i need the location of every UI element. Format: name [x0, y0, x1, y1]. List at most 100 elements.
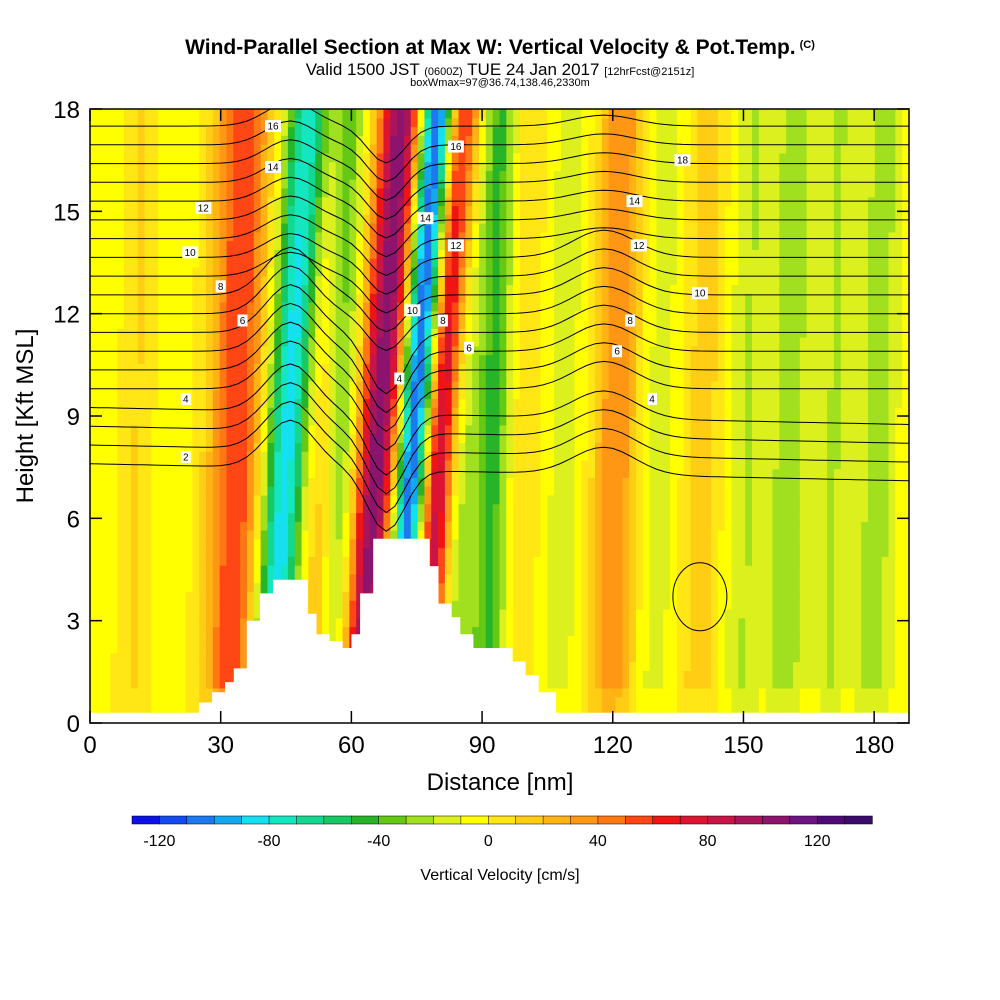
velocity-cell [199, 240, 207, 250]
velocity-cell [178, 652, 187, 663]
velocity-cell [458, 591, 466, 601]
velocity-cell [233, 556, 241, 566]
velocity-cell [240, 573, 248, 584]
velocity-cell [226, 530, 234, 540]
velocity-cell [533, 109, 542, 119]
velocity-cell [363, 372, 371, 382]
velocity-cell [246, 170, 255, 180]
velocity-cell [451, 126, 460, 136]
velocity-cell [171, 275, 180, 286]
velocity-cell [274, 284, 282, 294]
velocity-cell [171, 635, 180, 645]
velocity-cell [212, 573, 221, 584]
velocity-cell [233, 644, 241, 654]
velocity-cell [472, 416, 480, 426]
velocity-cell [533, 530, 542, 540]
velocity-cell [506, 187, 514, 198]
velocity-cell [90, 608, 98, 619]
velocity-cell [519, 223, 528, 233]
velocity-cell [322, 275, 330, 286]
velocity-cell [90, 600, 98, 610]
velocity-cell [485, 547, 494, 557]
velocity-cell [328, 196, 337, 207]
velocity-cell [369, 214, 378, 224]
velocity-cell [417, 187, 426, 198]
velocity-cell [356, 600, 364, 610]
velocity-cell [356, 319, 364, 329]
velocity-cell [110, 521, 118, 531]
velocity-cell [151, 442, 159, 452]
velocity-cell [96, 573, 105, 584]
velocity-cell [90, 617, 98, 628]
velocity-cell [240, 205, 248, 215]
velocity-cell [90, 661, 98, 671]
velocity-cell [506, 249, 514, 259]
velocity-cell [96, 223, 105, 233]
velocity-cell [267, 319, 275, 329]
velocity-cell [363, 345, 371, 356]
velocity-cell [342, 389, 350, 400]
velocity-cell [219, 117, 228, 128]
velocity-cell [233, 363, 241, 373]
velocity-cell [403, 205, 412, 215]
velocity-cell [240, 503, 248, 514]
velocity-cell [294, 433, 303, 443]
velocity-cell [479, 468, 487, 478]
velocity-cell [96, 240, 105, 250]
velocity-cell [144, 538, 153, 549]
velocity-cell [369, 249, 378, 259]
velocity-cell [226, 433, 234, 443]
velocity-cell [547, 635, 555, 645]
velocity-cell [519, 442, 528, 452]
velocity-cell [185, 152, 193, 163]
velocity-cell [137, 442, 146, 452]
velocity-cell [144, 144, 153, 154]
velocity-cell [308, 126, 316, 136]
velocity-cell [533, 556, 542, 566]
velocity-cell [185, 135, 193, 145]
velocity-cell [206, 459, 214, 470]
velocity-cell [144, 293, 153, 303]
velocity-cell [513, 538, 521, 549]
velocity-cell [294, 372, 303, 382]
velocity-cell [417, 372, 426, 382]
velocity-cell [479, 600, 487, 610]
velocity-cell [519, 363, 528, 373]
velocity-cell [438, 179, 446, 189]
velocity-cell [458, 556, 466, 566]
velocity-cell [472, 442, 480, 452]
velocity-cell [124, 223, 132, 233]
velocity-cell [281, 380, 289, 391]
velocity-cell [137, 433, 146, 443]
velocity-cell [560, 424, 569, 435]
velocity-cell [547, 661, 555, 671]
velocity-cell [185, 600, 193, 610]
velocity-cell [165, 258, 173, 268]
chart-subtitle: Valid 1500 JST (0600Z) TUE 24 Jan 2017 [… [0, 60, 1000, 80]
velocity-cell [560, 416, 569, 426]
velocity-cell [485, 109, 494, 119]
velocity-cell [376, 442, 385, 452]
velocity-cell [90, 284, 98, 294]
velocity-cell [554, 179, 562, 189]
velocity-cell [560, 617, 569, 628]
velocity-cell [513, 600, 521, 610]
velocity-cell [540, 494, 548, 505]
velocity-cell [124, 635, 132, 645]
velocity-cell [438, 477, 446, 487]
velocity-cell [540, 223, 548, 233]
velocity-cell [540, 503, 548, 514]
velocity-cell [219, 196, 228, 207]
velocity-cell [506, 547, 514, 557]
velocity-cell [212, 407, 221, 417]
velocity-cell [287, 503, 296, 514]
velocity-cell [533, 337, 542, 347]
velocity-cell [171, 205, 180, 215]
velocity-cell [90, 705, 98, 715]
velocity-cell [110, 363, 118, 373]
velocity-cell [110, 109, 118, 119]
velocity-cell [144, 670, 153, 680]
velocity-cell [246, 284, 255, 294]
velocity-cell [165, 380, 173, 391]
velocity-cell [96, 293, 105, 303]
